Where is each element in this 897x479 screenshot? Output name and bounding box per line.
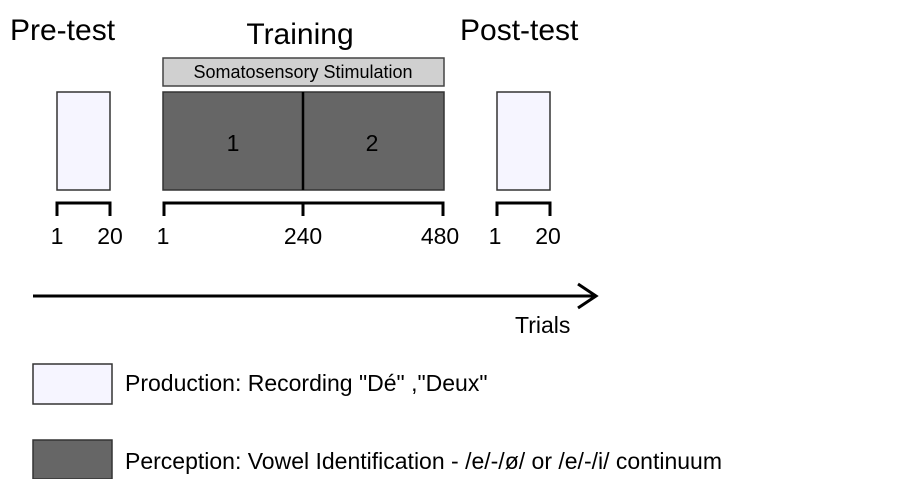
phase-title: Post-test — [460, 14, 579, 47]
bracket — [495, 201, 552, 216]
posttest-box — [496, 91, 551, 191]
legend-label: Production: Recording "Dé" ,"Deux" — [125, 370, 488, 396]
bracket — [55, 201, 112, 216]
tick-label: 1 — [489, 223, 502, 249]
phase-title: Training — [246, 18, 353, 51]
arrow-head — [577, 282, 599, 310]
tick-label: 1 — [157, 223, 170, 249]
legend-swatch — [32, 439, 113, 479]
phase-title: Pre-test — [10, 14, 116, 47]
block-label: 1 — [227, 130, 240, 156]
axis-label: Trials — [515, 312, 570, 338]
legend-swatch — [32, 363, 113, 405]
tick-label: 480 — [421, 223, 459, 249]
tick-label: 20 — [535, 223, 561, 249]
pretest-box — [56, 91, 111, 191]
bracket — [162, 201, 445, 216]
legend-label: Perception: Vowel Identification - /e/-/… — [125, 448, 722, 474]
tick-label: 240 — [284, 223, 322, 249]
banner-label: Somatosensory Stimulation — [193, 62, 412, 82]
tick-label: 1 — [51, 223, 64, 249]
banner-box — [162, 57, 445, 87]
block-label: 2 — [366, 130, 379, 156]
tick-label: 20 — [97, 223, 123, 249]
